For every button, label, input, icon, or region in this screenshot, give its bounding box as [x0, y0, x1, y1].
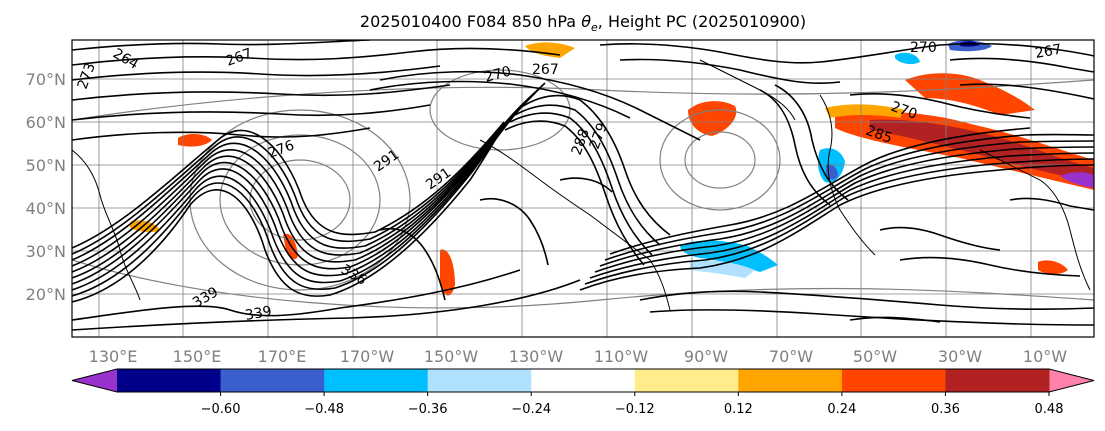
title-suffix: , Height PC (2025010900) [598, 12, 806, 31]
latitude-label: 50°N [26, 156, 66, 175]
longitude-label: 170°W [340, 347, 395, 366]
colorbar-segment [945, 369, 1050, 392]
contour-label: 270 [483, 63, 513, 85]
contour-label: 270 [910, 40, 937, 56]
map-frame [71, 39, 1095, 338]
coastlines [72, 59, 1091, 311]
colorbar-segment [220, 369, 325, 392]
latitude-label: 70°N [26, 70, 66, 89]
longitude-label: 50°W [853, 347, 897, 366]
latitude-label: 30°N [26, 242, 66, 261]
longitude-label: 70°W [769, 347, 813, 366]
warm-anomaly-arctic [525, 42, 575, 58]
colorbar-tick-label: 0.48 [1035, 402, 1064, 417]
contour-label: 267 [1034, 42, 1063, 62]
colorbar-extend-min [72, 369, 117, 392]
longitude-label: 170°E [258, 347, 307, 366]
cold-anomaly-atlantic [895, 52, 920, 65]
colorbar-tick-label: −0.60 [201, 402, 241, 417]
title-prefix: 2025010400 F084 850 hPa [360, 12, 581, 31]
latitude-labels: 70°N 60°N 50°N 40°N 30°N 20°N [26, 70, 66, 304]
colorbar-tick-label: 0.24 [827, 402, 856, 417]
title-theta: θ [581, 12, 591, 31]
gridlines [72, 40, 1094, 337]
colorbar-tick-label: −0.24 [511, 402, 551, 417]
theta-e-contours [72, 40, 1094, 331]
cold-anomaly-eastus [680, 240, 778, 272]
warm-anomaly-europe-edge [825, 104, 905, 118]
longitude-label: 10°W [1023, 347, 1067, 366]
longitude-label: 30°W [938, 347, 982, 366]
colorbar-tick-label: −0.12 [615, 402, 655, 417]
longitude-label: 130°W [509, 347, 564, 366]
warm-anomaly-pacific-3 [178, 134, 212, 147]
warm-anomaly-subtropics [1038, 260, 1068, 275]
latitude-label: 20°N [26, 285, 66, 304]
longitude-label: 130°E [89, 347, 138, 366]
colorbar-outline [71, 368, 1095, 393]
cold-anomaly-eastus-light [690, 260, 755, 278]
colorbar-segment [841, 369, 946, 392]
latitude-label: 60°N [26, 113, 66, 132]
warm-anomaly-pacific-2 [440, 249, 455, 296]
longitude-label: 90°W [684, 347, 728, 366]
colorbar-tick-label: −0.48 [304, 402, 344, 417]
warm-anomaly-europe-east [905, 73, 1035, 115]
colorbar-tick-label: 0.12 [724, 402, 753, 417]
cold-anomaly-europe-east [1060, 172, 1094, 188]
colorbar-segment [324, 369, 429, 392]
colorbar-segment [117, 369, 222, 392]
longitude-label: 110°W [594, 347, 649, 366]
colorbar: −0.60 −0.48 −0.36 −0.24 −0.12 0.12 0.24 0.36 0.4… [71, 368, 1095, 417]
contour-label: 339 [244, 304, 273, 324]
colorbar-segment [634, 369, 739, 392]
colorbar-tick-label: −0.36 [408, 402, 448, 417]
contour-label: 267 [532, 62, 559, 78]
colorbar-segment [427, 369, 532, 392]
colorbar-segment [531, 369, 636, 392]
longitude-label: 150°E [173, 347, 222, 366]
map-panel [71, 39, 1095, 338]
title-subscript: e [591, 21, 598, 34]
longitude-label: 150°W [424, 347, 479, 366]
longitude-labels: 130°E 150°E 170°E 170°W 150°W 130°W 110°W 90°W 7… [89, 347, 1068, 366]
latitude-label: 40°N [26, 199, 66, 218]
plot-title: 2025010400 F084 850 hPa θe, Height PC (2… [360, 12, 806, 34]
colorbar-extend-max [1049, 369, 1094, 392]
colorbar-segment [738, 369, 843, 392]
colorbar-tick-label: 0.36 [931, 402, 960, 417]
